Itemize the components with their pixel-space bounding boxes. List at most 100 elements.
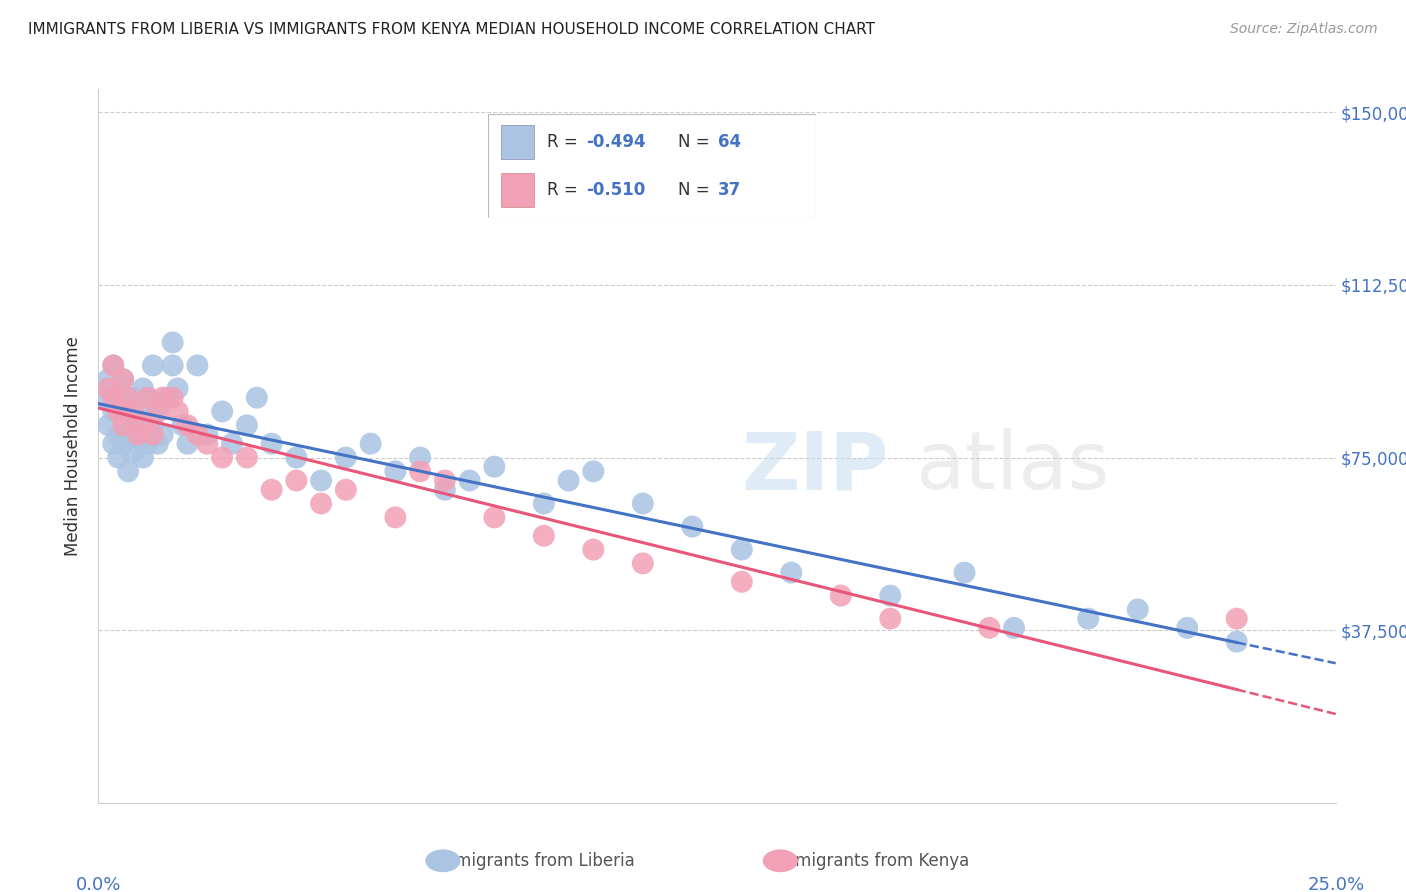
Point bbox=[136, 391, 159, 405]
Text: -0.510: -0.510 bbox=[586, 181, 645, 199]
Point bbox=[533, 497, 555, 511]
Point bbox=[122, 418, 145, 433]
Point bbox=[103, 359, 125, 373]
Point bbox=[166, 404, 188, 418]
Point bbox=[285, 474, 308, 488]
Y-axis label: Median Household Income: Median Household Income bbox=[65, 336, 83, 556]
Point bbox=[1002, 621, 1025, 635]
Bar bbox=[502, 173, 534, 207]
Point bbox=[112, 436, 135, 450]
Point bbox=[103, 436, 125, 450]
Point bbox=[1226, 612, 1249, 626]
Text: R =: R = bbox=[547, 133, 583, 151]
Point bbox=[132, 450, 155, 465]
Point bbox=[879, 612, 901, 626]
Point bbox=[176, 418, 198, 433]
Point bbox=[107, 450, 129, 465]
Point bbox=[117, 464, 139, 478]
Point bbox=[132, 381, 155, 395]
Point bbox=[146, 400, 169, 414]
Text: Immigrants from Liberia: Immigrants from Liberia bbox=[434, 852, 634, 870]
Point bbox=[484, 510, 506, 524]
Point bbox=[122, 446, 145, 460]
Point bbox=[103, 404, 125, 418]
Text: -0.494: -0.494 bbox=[586, 133, 647, 151]
Point bbox=[335, 483, 357, 497]
Point bbox=[122, 391, 145, 405]
Point bbox=[107, 391, 129, 405]
Point bbox=[384, 510, 406, 524]
Point bbox=[127, 432, 149, 446]
Text: Source: ZipAtlas.com: Source: ZipAtlas.com bbox=[1230, 22, 1378, 37]
Point bbox=[731, 542, 754, 557]
Point bbox=[122, 404, 145, 418]
Point bbox=[582, 542, 605, 557]
Point bbox=[879, 589, 901, 603]
Point bbox=[631, 497, 654, 511]
Point bbox=[260, 436, 283, 450]
Point bbox=[433, 474, 456, 488]
Point bbox=[112, 418, 135, 433]
Point bbox=[195, 427, 218, 442]
Point bbox=[195, 436, 218, 450]
Point bbox=[246, 391, 269, 405]
Text: 25.0%: 25.0% bbox=[1308, 877, 1364, 892]
Point bbox=[211, 450, 233, 465]
Point bbox=[186, 427, 208, 442]
FancyBboxPatch shape bbox=[488, 114, 815, 218]
Point bbox=[360, 436, 382, 450]
Point bbox=[1077, 612, 1099, 626]
Point bbox=[112, 404, 135, 418]
Text: R =: R = bbox=[547, 181, 583, 199]
Text: N =: N = bbox=[678, 133, 716, 151]
Point bbox=[1126, 602, 1149, 616]
Point bbox=[953, 566, 976, 580]
Point bbox=[166, 381, 188, 395]
Point bbox=[103, 391, 125, 405]
Text: N =: N = bbox=[678, 181, 716, 199]
Text: atlas: atlas bbox=[915, 428, 1109, 507]
Point bbox=[103, 359, 125, 373]
Point bbox=[335, 450, 357, 465]
Point bbox=[156, 391, 179, 405]
Point bbox=[236, 418, 259, 433]
Point bbox=[132, 418, 155, 433]
Point bbox=[112, 372, 135, 386]
Point bbox=[458, 474, 481, 488]
Point bbox=[136, 436, 159, 450]
Point bbox=[146, 436, 169, 450]
Point bbox=[731, 574, 754, 589]
Point bbox=[557, 474, 579, 488]
Point bbox=[172, 418, 194, 433]
Point bbox=[309, 497, 332, 511]
Point bbox=[127, 404, 149, 418]
Point bbox=[221, 436, 243, 450]
Point bbox=[484, 459, 506, 474]
Text: 64: 64 bbox=[717, 133, 741, 151]
Point bbox=[631, 557, 654, 571]
Text: 0.0%: 0.0% bbox=[76, 877, 121, 892]
Point bbox=[582, 464, 605, 478]
Point bbox=[780, 566, 803, 580]
Text: IMMIGRANTS FROM LIBERIA VS IMMIGRANTS FROM KENYA MEDIAN HOUSEHOLD INCOME CORRELA: IMMIGRANTS FROM LIBERIA VS IMMIGRANTS FR… bbox=[28, 22, 875, 37]
Point bbox=[681, 519, 703, 533]
Point bbox=[1226, 634, 1249, 648]
Point bbox=[1175, 621, 1198, 635]
Point bbox=[97, 418, 120, 433]
Bar bbox=[502, 125, 534, 159]
Point bbox=[211, 404, 233, 418]
Text: Immigrants from Kenya: Immigrants from Kenya bbox=[775, 852, 969, 870]
Point bbox=[117, 391, 139, 405]
Point bbox=[285, 450, 308, 465]
Point bbox=[176, 436, 198, 450]
Point bbox=[162, 359, 184, 373]
Point bbox=[830, 589, 852, 603]
Point bbox=[409, 464, 432, 478]
Point bbox=[93, 391, 115, 405]
Point bbox=[260, 483, 283, 497]
Point bbox=[309, 474, 332, 488]
Point bbox=[117, 427, 139, 442]
Point bbox=[107, 427, 129, 442]
Point bbox=[533, 529, 555, 543]
Point bbox=[384, 464, 406, 478]
